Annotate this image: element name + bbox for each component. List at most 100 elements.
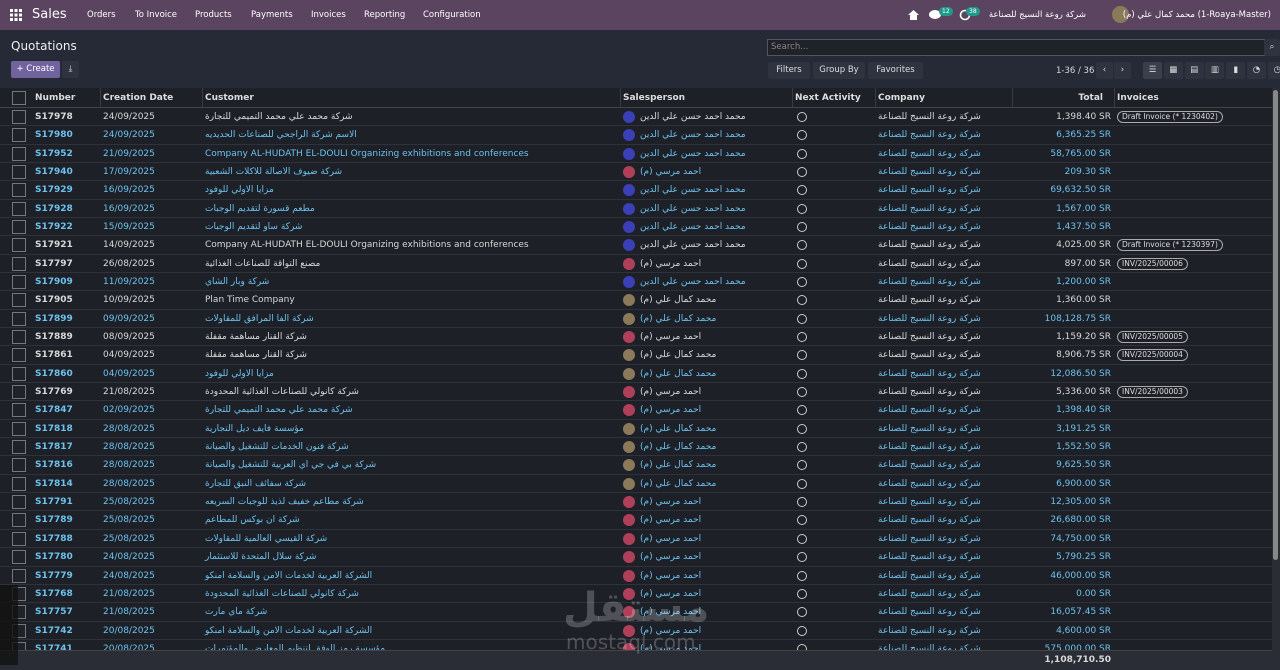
- activity-icon[interactable]: [797, 332, 807, 343]
- order-number[interactable]: S17861: [35, 350, 73, 361]
- order-number[interactable]: S17929: [35, 185, 73, 196]
- view-button[interactable]: ☰: [1143, 62, 1162, 79]
- menu-item[interactable]: Reporting: [364, 10, 406, 20]
- menu-item[interactable]: To Invoice: [135, 10, 178, 20]
- row-checkbox[interactable]: [12, 458, 26, 473]
- activity-icon[interactable]: [797, 588, 807, 599]
- column-header[interactable]: Total: [1078, 93, 1103, 103]
- order-number[interactable]: S17768: [35, 588, 73, 599]
- row-checkbox[interactable]: [12, 421, 26, 436]
- invoice-badge[interactable]: Draft Invoice (* 1230402): [1117, 111, 1223, 123]
- search-button[interactable]: ⌕: [1264, 39, 1280, 56]
- activity-icon[interactable]: [797, 442, 807, 453]
- order-number[interactable]: S17952: [35, 148, 73, 159]
- chat-icon[interactable]: [929, 10, 941, 20]
- order-number[interactable]: S17741: [35, 643, 73, 654]
- row-checkbox[interactable]: [12, 568, 26, 583]
- order-number[interactable]: S17816: [35, 460, 73, 471]
- menu-item[interactable]: Payments: [251, 10, 293, 20]
- row-checkbox[interactable]: [12, 128, 26, 143]
- view-button[interactable]: ▥: [1205, 62, 1225, 79]
- activity-icon[interactable]: [797, 552, 807, 563]
- row-checkbox[interactable]: [12, 220, 26, 235]
- order-number[interactable]: S17797: [35, 258, 73, 269]
- activity-icon[interactable]: [797, 130, 807, 141]
- row-checkbox[interactable]: [12, 330, 26, 345]
- order-number[interactable]: S17889: [35, 332, 73, 343]
- user-menu[interactable]: محمد كمال علي (م) (1-Roaya-Master): [1122, 10, 1271, 20]
- activity-icon[interactable]: [797, 167, 807, 178]
- activity-icon[interactable]: [797, 533, 807, 544]
- menu-item[interactable]: Invoices: [311, 10, 346, 20]
- order-number[interactable]: S17779: [35, 570, 73, 581]
- row-checkbox[interactable]: [12, 476, 26, 491]
- activity-icon[interactable]: [797, 497, 807, 508]
- row-checkbox[interactable]: [12, 366, 26, 381]
- activity-icon[interactable]: [797, 387, 807, 398]
- activity-icon[interactable]: [797, 460, 807, 471]
- activity-icon[interactable]: [797, 185, 807, 196]
- row-checkbox[interactable]: [12, 531, 26, 546]
- row-checkbox[interactable]: [12, 275, 26, 290]
- order-number[interactable]: S17940: [35, 167, 73, 178]
- activity-icon[interactable]: [797, 295, 807, 306]
- order-number[interactable]: S17789: [35, 515, 73, 526]
- row-checkbox[interactable]: [12, 183, 26, 198]
- column-header[interactable]: Customer: [205, 93, 254, 103]
- next-button[interactable]: ›: [1114, 62, 1131, 79]
- activity-icon[interactable]: [797, 240, 807, 251]
- row-checkbox[interactable]: [12, 238, 26, 253]
- invoice-badge[interactable]: INV/2025/00006: [1117, 257, 1188, 270]
- column-header[interactable]: Number: [35, 93, 76, 103]
- company-switcher[interactable]: شركة روعة النسيج للصناعة: [988, 10, 1086, 20]
- row-checkbox[interactable]: [12, 110, 26, 124]
- order-number[interactable]: S17818: [35, 423, 73, 434]
- header-checkbox[interactable]: [12, 91, 26, 105]
- order-number[interactable]: S17921: [35, 240, 73, 251]
- order-number[interactable]: S17769: [35, 387, 73, 398]
- download-button[interactable]: ⤓: [62, 61, 79, 78]
- activity-icon[interactable]: [797, 423, 807, 434]
- row-checkbox[interactable]: [12, 550, 26, 565]
- activity-icon[interactable]: [797, 148, 807, 159]
- order-number[interactable]: S17791: [35, 497, 73, 508]
- app-name[interactable]: Sales: [32, 7, 67, 22]
- row-checkbox[interactable]: [12, 201, 26, 216]
- order-number[interactable]: S17847: [35, 405, 73, 416]
- view-button[interactable]: ▦: [1163, 62, 1183, 79]
- row-checkbox[interactable]: [12, 293, 26, 308]
- activity-icon[interactable]: [797, 203, 807, 214]
- row-checkbox[interactable]: [12, 403, 26, 418]
- activity-icon[interactable]: [797, 607, 807, 618]
- activity-icon[interactable]: [797, 313, 807, 324]
- activity-icon[interactable]: [797, 350, 807, 361]
- menu-item[interactable]: Configuration: [423, 10, 481, 20]
- invoice-badge[interactable]: Draft Invoice (* 1230397): [1117, 239, 1223, 252]
- invoice-badge[interactable]: INV/2025/00003: [1117, 386, 1188, 399]
- order-number[interactable]: S17742: [35, 625, 73, 636]
- activity-icon[interactable]: [797, 222, 807, 233]
- filters-button[interactable]: Filters: [768, 62, 810, 79]
- order-number[interactable]: S17860: [35, 368, 73, 379]
- row-checkbox[interactable]: [12, 311, 26, 326]
- activity-icon[interactable]: [797, 368, 807, 379]
- order-number[interactable]: S17814: [35, 478, 73, 489]
- row-checkbox[interactable]: [12, 440, 26, 455]
- activity-icon[interactable]: [797, 277, 807, 288]
- row-checkbox[interactable]: [12, 513, 26, 528]
- activity-icon[interactable]: [797, 112, 807, 122]
- order-number[interactable]: S17909: [35, 277, 73, 288]
- column-header[interactable]: Next Activity: [795, 93, 861, 103]
- order-number[interactable]: S17788: [35, 533, 73, 544]
- order-number[interactable]: S17780: [35, 552, 73, 563]
- row-checkbox[interactable]: [12, 146, 26, 161]
- order-number[interactable]: S17978: [35, 112, 73, 122]
- activity-icon[interactable]: [797, 405, 807, 416]
- activity-icon[interactable]: [797, 478, 807, 489]
- activity-icon[interactable]: [797, 258, 807, 269]
- order-number[interactable]: S17980: [35, 130, 73, 141]
- favorites-button[interactable]: Favorites: [868, 62, 923, 79]
- column-header[interactable]: Company: [878, 93, 925, 103]
- order-number[interactable]: S17817: [35, 442, 73, 453]
- menu-item[interactable]: Products: [195, 10, 232, 20]
